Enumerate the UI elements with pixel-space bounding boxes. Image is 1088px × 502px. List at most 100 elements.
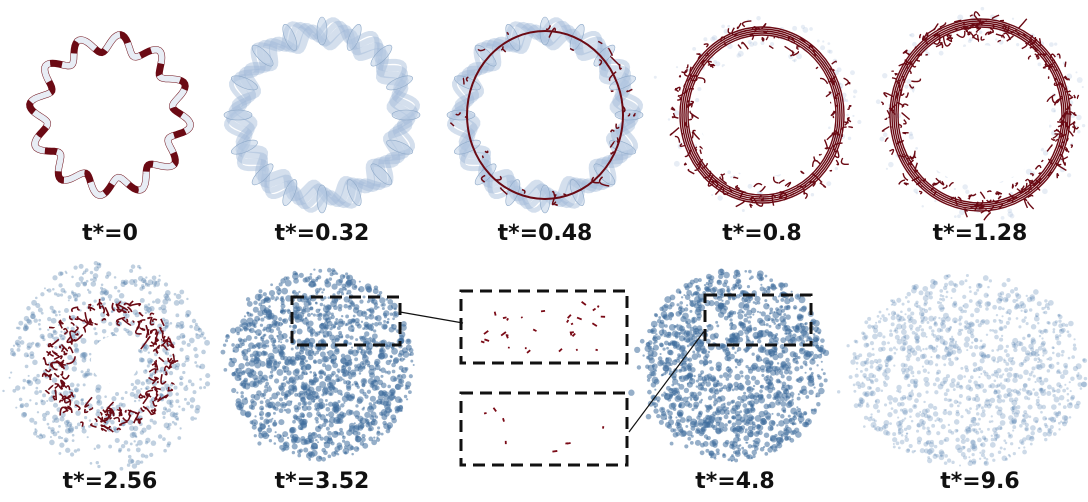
particle [58, 425, 61, 428]
particle [797, 356, 800, 359]
particle [779, 282, 785, 288]
particle [786, 376, 792, 382]
particle [691, 435, 694, 438]
particle [695, 345, 702, 352]
particle [883, 132, 888, 137]
particle [341, 292, 344, 295]
particle [322, 288, 325, 291]
particle [742, 403, 747, 408]
particle [133, 309, 139, 315]
particle [351, 347, 353, 349]
particle [662, 348, 665, 351]
particle [166, 444, 170, 448]
particle [698, 382, 702, 386]
particle [290, 434, 294, 438]
particle [313, 314, 316, 317]
particle [656, 414, 660, 418]
particle [252, 425, 257, 430]
particle [714, 457, 716, 459]
particle [398, 399, 402, 403]
particle [696, 415, 700, 419]
particle [123, 328, 126, 331]
particle [888, 162, 893, 167]
particle [874, 378, 878, 382]
particle [310, 273, 313, 276]
particle [1037, 301, 1042, 306]
particle [241, 398, 248, 405]
particle [281, 448, 284, 451]
particle [309, 379, 313, 383]
particle [97, 465, 100, 468]
particle [915, 147, 918, 150]
particle [164, 282, 168, 286]
particle [73, 265, 77, 269]
particle [708, 406, 711, 409]
particle [392, 370, 396, 374]
particle [99, 263, 102, 266]
particle [695, 98, 699, 102]
particle [855, 374, 859, 378]
particle [357, 386, 360, 389]
particle [714, 389, 719, 394]
particle [983, 370, 986, 373]
particle [667, 398, 671, 402]
particle [1073, 338, 1075, 340]
particle [783, 410, 786, 413]
particle [910, 371, 914, 375]
particle [140, 430, 144, 434]
particle [374, 306, 378, 310]
particle [676, 66, 678, 68]
particle [922, 426, 926, 430]
particle [670, 363, 673, 366]
particle [1044, 438, 1047, 441]
filament [60, 320, 61, 322]
particle [750, 405, 753, 408]
particle [405, 339, 411, 345]
particle [749, 42, 754, 47]
particle [345, 323, 348, 326]
particle [880, 137, 885, 142]
particle [724, 414, 729, 419]
particle [135, 379, 141, 385]
particle [722, 454, 726, 458]
particle [735, 419, 742, 426]
particle [660, 334, 663, 337]
particle [372, 333, 378, 339]
particle [1001, 315, 1003, 317]
particle [294, 393, 298, 397]
particle [700, 450, 705, 455]
particle [41, 312, 44, 315]
particle [723, 372, 729, 378]
particle [693, 422, 698, 427]
particle [766, 286, 770, 290]
particle [317, 403, 324, 410]
filament [964, 22, 965, 25]
particle [811, 193, 814, 196]
particle [1076, 115, 1082, 121]
particle [348, 428, 352, 432]
particle [272, 315, 278, 321]
particle [669, 373, 671, 375]
particle [937, 301, 940, 304]
particle [351, 372, 356, 377]
particle [760, 330, 767, 337]
particle [828, 126, 831, 129]
particle [947, 411, 952, 416]
lobe [317, 185, 327, 213]
particle [316, 314, 319, 317]
particle [877, 332, 882, 337]
particle [383, 410, 390, 417]
particle [279, 397, 283, 401]
particle [298, 358, 300, 360]
particle [335, 318, 338, 321]
particle [323, 418, 327, 422]
particle [271, 393, 278, 400]
particle [654, 369, 657, 372]
particle [742, 297, 744, 299]
particle [269, 375, 273, 379]
particle [114, 286, 118, 290]
particle [931, 329, 934, 332]
particle [308, 401, 312, 405]
particle [340, 393, 343, 396]
particle [60, 293, 63, 296]
